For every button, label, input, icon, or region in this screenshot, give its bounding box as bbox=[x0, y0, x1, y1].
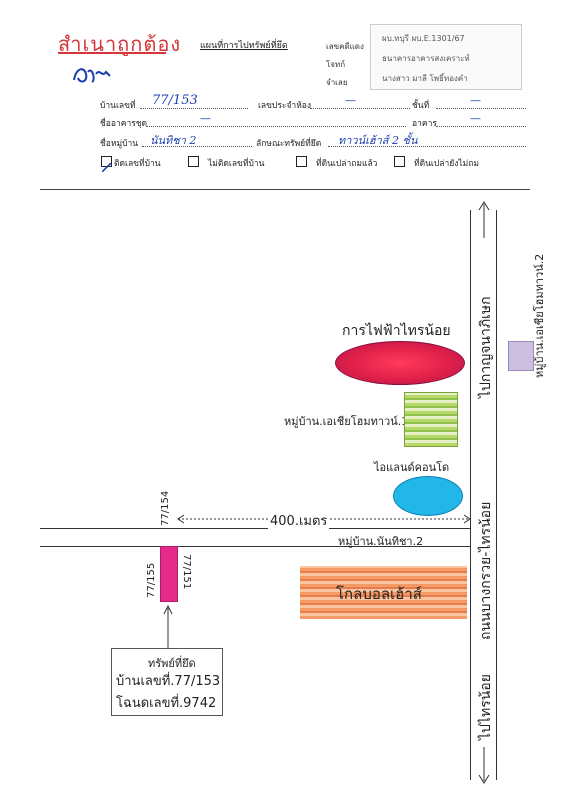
house-no-label: บ้านเลขที่ bbox=[100, 101, 136, 111]
checkbox-land-unfilled[interactable] bbox=[394, 156, 405, 167]
floor-label: ชั้นที่ bbox=[412, 101, 430, 111]
road-line-left bbox=[470, 210, 471, 780]
plaintiff-value: ธนาคารอาคารสงเคราะห์ bbox=[382, 54, 470, 63]
dotted-line bbox=[146, 126, 406, 127]
checkbox-label: ที่ดินเปล่าถมแล้ว bbox=[316, 159, 378, 169]
signature-icon bbox=[73, 68, 111, 83]
map-heading: แผนที่การไปทรัพย์ที่ยึด bbox=[200, 41, 288, 51]
condo-marker bbox=[393, 476, 463, 516]
checkbox-label: ติดเลขที่บ้าน bbox=[114, 159, 161, 169]
property-marker bbox=[160, 546, 178, 602]
property-deed-no: โฉนดเลขที่.9742 bbox=[116, 696, 217, 711]
building2-value: — bbox=[470, 112, 481, 125]
arrow-down-icon bbox=[478, 747, 490, 784]
to-sainoi-label: ไปไทรน้อย bbox=[478, 674, 494, 740]
egat-label: การไฟฟ้าไทรน้อย bbox=[342, 323, 451, 339]
dotted-line bbox=[142, 146, 252, 147]
soi-line-top bbox=[40, 528, 470, 529]
checkbox-land-filled[interactable] bbox=[296, 156, 307, 167]
defendant-value: นางสาว มาลี โพธิ์ทองคำ bbox=[382, 74, 468, 83]
dotted-line bbox=[310, 108, 410, 109]
property-info-box bbox=[111, 648, 223, 716]
house-right-label: 77/151 bbox=[181, 554, 192, 590]
checkbox-house-no[interactable] bbox=[101, 156, 112, 173]
handwritten-signature bbox=[70, 62, 116, 94]
stamp-underline bbox=[58, 52, 166, 54]
building-value: — bbox=[200, 112, 211, 125]
type-value: ทาวน์เฮ้าส์ 2 ชั้น bbox=[338, 134, 418, 147]
case-info-box bbox=[370, 24, 522, 90]
pointer-arrow-icon bbox=[163, 604, 173, 650]
road-line-right bbox=[496, 210, 497, 780]
dotted-line bbox=[436, 126, 526, 127]
case-label: เลขคดีแดง bbox=[326, 42, 364, 51]
village1-label: หมู่บ้าน.เอเชียโฮมทาวน์.1 bbox=[284, 415, 409, 428]
soi-line-bottom bbox=[40, 546, 470, 547]
egat-marker bbox=[335, 341, 465, 385]
checkbox-label: ที่ดินเปล่ายังไม่ถม bbox=[414, 159, 479, 169]
village1-marker bbox=[404, 392, 458, 447]
check-slash-icon bbox=[101, 162, 112, 173]
village-value: นันทิชา 2 bbox=[150, 134, 197, 147]
case-value: ผบ.ทบุรี ผบ.E.1301/67 bbox=[382, 34, 465, 43]
type-label: ลักษณะทรัพย์ที่ยึด bbox=[256, 139, 322, 149]
building2-label: อาคาร bbox=[412, 119, 437, 129]
id-label: เลขประจำห้อง bbox=[258, 101, 312, 111]
floor-value: — bbox=[470, 94, 481, 107]
dotted-line bbox=[328, 146, 526, 147]
to-kanchana-label: ไปกาญจนาภิเษก bbox=[478, 296, 494, 398]
road-name-label: ถนนบางกรวย-ไทรน้อย bbox=[478, 501, 494, 640]
checkbox-label: ไม่ติดเลขที่บ้าน bbox=[208, 159, 265, 169]
checkbox-no-house-no[interactable] bbox=[188, 156, 199, 167]
arrow-up-icon bbox=[478, 201, 490, 238]
dotted-line bbox=[140, 108, 248, 109]
id-value: — bbox=[345, 94, 356, 107]
house-left-label: 77/155 bbox=[146, 562, 157, 598]
dotted-line bbox=[436, 108, 526, 109]
distance-label: 400.เมตร bbox=[268, 510, 330, 531]
building-label: ชื่ออาคารชุด bbox=[100, 119, 148, 129]
village-label: ชื่อหมู่บ้าน bbox=[100, 139, 139, 149]
nanticha-label: หมู่บ้าน.นันทิชา.2 bbox=[338, 535, 424, 548]
globalhouse-label: โกลบอลเฮ้าส์ bbox=[336, 585, 422, 603]
property-house-no: บ้านเลขที่.77/153 bbox=[116, 674, 221, 689]
house-no-value: 77/153 bbox=[152, 93, 198, 108]
stamp-title: สำเนาถูกต้อง bbox=[58, 32, 182, 56]
defendant-label: จำเลย bbox=[326, 78, 348, 87]
property-title: ทรัพย์ที่ยึด bbox=[148, 657, 196, 670]
village2-marker bbox=[508, 341, 534, 371]
section-divider bbox=[40, 189, 530, 190]
globalhouse-marker bbox=[300, 566, 467, 619]
condo-label: ไอแลนด์คอนโด bbox=[374, 461, 450, 474]
house-top-label: 77/154 bbox=[160, 490, 171, 526]
plaintiff-label: โจทก์ bbox=[326, 60, 346, 69]
